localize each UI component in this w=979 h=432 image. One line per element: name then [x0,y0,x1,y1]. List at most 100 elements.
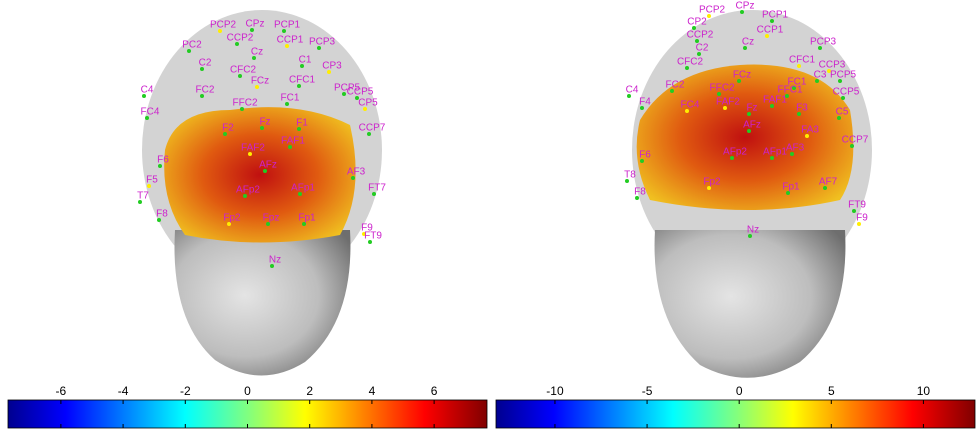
electrode [797,64,801,68]
electrode [367,132,371,136]
electrode [695,39,699,43]
electrode [627,94,631,98]
electrode-label: C5 [836,107,849,118]
colorbar-frame [7,399,488,429]
electrode-label: CCP5 [833,87,860,98]
electrode-label: Fz [746,103,757,114]
electrode [342,92,346,96]
colorbar-tick-label: 2 [306,384,313,398]
electrode-label: CCP7 [359,123,386,134]
electrode-label: FAF1 [281,136,305,147]
electrode-label: PCP3 [309,37,336,48]
electrode [218,29,222,33]
electrode [707,186,711,190]
electrode [737,79,741,83]
electrode [270,264,274,268]
electrode-label: Fz [259,117,270,128]
electrode-label: PCP5 [830,70,857,81]
electrode [841,96,845,100]
electrode [692,26,696,30]
electrode-label: PCP3 [810,37,837,48]
electrode [235,42,239,46]
electrode-label: F5 [146,175,158,186]
electrode-label: CFC1 [789,55,816,66]
electrode [355,96,359,100]
electrode-label: FA3 [801,125,819,136]
electrode [785,94,789,98]
electrode-label: CCP1 [757,25,784,36]
electrode [640,106,644,110]
electrode [147,184,151,188]
electrode-label: Cz [742,37,754,48]
electrode-label: AFz [259,160,277,171]
electrode-label: CP2 [687,17,707,28]
electrode-label: FT7 [368,183,386,194]
electrode [263,169,267,173]
electrode [815,79,819,83]
electrode-label: FAF2 [241,143,265,154]
electrode [740,10,744,14]
electrode [200,67,204,71]
electrode-label: Fp2 [703,177,721,188]
electrode-label: FC2 [666,80,685,91]
electrode-label: CCP3 [819,60,846,71]
colorbar-tick-label: -10 [546,384,564,398]
colorbar-tick-label: 0 [736,384,743,398]
electrode [670,89,674,93]
electrode-label: PC2 [182,40,202,51]
colorbar-right [496,400,975,428]
electrode [723,106,727,110]
electrode-label: AFp2 [723,147,747,158]
electrode-label: CCP2 [227,33,254,44]
electrode-label: CFC2 [230,65,257,76]
electrode [200,94,204,98]
colorbar-tick-label: -2 [180,384,191,398]
electrode-label: FT9 [848,200,866,211]
electrode [351,176,355,180]
electrode-label: CFC1 [289,75,316,86]
electrode [786,191,790,195]
colorbar-left [8,400,487,428]
colorbar-tick-label: -6 [56,384,67,398]
electrode-label: AF7 [819,177,838,188]
electrode [852,209,856,213]
electrode-label: Nz [747,225,759,236]
electrode-label: C2 [199,58,212,69]
electrode [792,86,796,90]
electrode [298,192,302,196]
electrode-label: F8 [634,187,646,198]
electrode-label: CCP1 [277,35,304,46]
electrode-label: FC1 [788,77,807,88]
electrode [227,222,231,226]
electrode-label: Fpz [263,213,280,224]
electrode [297,127,301,131]
electrode [640,159,644,163]
electrode-label: Fp2 [223,213,241,224]
electrode-label: CP5 [358,98,378,109]
electrode [285,102,289,106]
electrode-label: C4 [141,85,154,96]
electrode-label: C1 [299,55,312,66]
colorbar-frame [495,399,976,429]
electrode [145,116,149,120]
colorbar-tick-label: -4 [118,384,129,398]
electrode [238,74,242,78]
electrode-label: FCz [251,76,269,87]
electrode [717,92,721,96]
electrode-label: F1 [296,118,308,129]
electrode-label: FT9 [364,231,382,242]
electrode [625,179,629,183]
electrode-label: C3 [814,70,827,81]
electrode [743,46,747,50]
electrode [327,70,331,74]
colorbar-tick-label: 5 [828,384,835,398]
electrode [818,46,822,50]
electrode [282,29,286,33]
electrode [260,126,264,130]
electrode-label: CP3 [322,61,342,72]
electrode-label: FFC2 [710,83,735,94]
electrode [266,222,270,226]
electrode [243,194,247,198]
electrode [805,134,809,138]
colorbar-tick-label: -5 [642,384,653,398]
